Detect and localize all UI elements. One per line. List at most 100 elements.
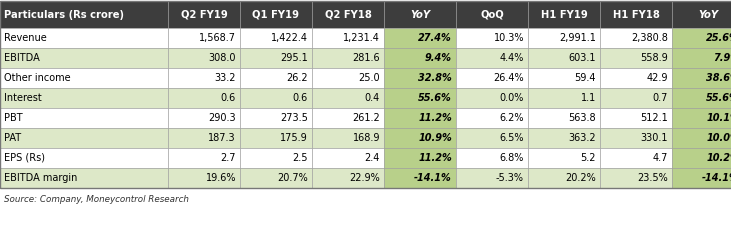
Text: 6.2%: 6.2% xyxy=(499,113,524,123)
Text: 363.2: 363.2 xyxy=(569,133,596,143)
Text: 10.9%: 10.9% xyxy=(418,133,452,143)
Text: 26.2: 26.2 xyxy=(287,73,308,83)
Text: Other income: Other income xyxy=(4,73,71,83)
Bar xyxy=(672,148,731,168)
Text: 0.6: 0.6 xyxy=(221,93,236,103)
Bar xyxy=(312,1,384,28)
Text: EBITDA margin: EBITDA margin xyxy=(4,173,77,183)
Bar xyxy=(456,108,528,128)
Text: H1 FY18: H1 FY18 xyxy=(613,10,659,20)
Bar xyxy=(600,68,672,88)
Text: 0.4: 0.4 xyxy=(365,93,380,103)
Text: 6.5%: 6.5% xyxy=(499,133,524,143)
Text: 55.6%: 55.6% xyxy=(706,93,731,103)
Text: 187.3: 187.3 xyxy=(208,133,236,143)
Text: 2.7: 2.7 xyxy=(221,153,236,163)
Text: 6.8%: 6.8% xyxy=(499,153,524,163)
Text: 38.6%: 38.6% xyxy=(706,73,731,83)
Text: 330.1: 330.1 xyxy=(640,133,668,143)
Bar xyxy=(456,1,528,28)
Bar xyxy=(456,28,528,48)
Bar xyxy=(168,88,240,108)
Bar xyxy=(168,28,240,48)
Text: 0.7: 0.7 xyxy=(653,93,668,103)
Text: 295.1: 295.1 xyxy=(280,53,308,63)
Text: 0.6: 0.6 xyxy=(292,93,308,103)
Text: 290.3: 290.3 xyxy=(208,113,236,123)
Text: PAT: PAT xyxy=(4,133,21,143)
Text: -5.3%: -5.3% xyxy=(496,173,524,183)
Bar xyxy=(384,28,456,48)
Bar xyxy=(0,148,168,168)
Text: 168.9: 168.9 xyxy=(352,133,380,143)
Text: 19.6%: 19.6% xyxy=(205,173,236,183)
Bar xyxy=(600,1,672,28)
Bar xyxy=(0,108,168,128)
Bar xyxy=(312,88,384,108)
Text: Particulars (Rs crore): Particulars (Rs crore) xyxy=(4,10,124,20)
Bar xyxy=(672,88,731,108)
Text: 11.2%: 11.2% xyxy=(418,153,452,163)
Bar xyxy=(672,108,731,128)
Bar xyxy=(456,128,528,148)
Bar xyxy=(240,68,312,88)
Text: 308.0: 308.0 xyxy=(208,53,236,63)
Bar xyxy=(672,168,731,188)
Bar xyxy=(0,1,731,188)
Text: PBT: PBT xyxy=(4,113,23,123)
Bar xyxy=(384,148,456,168)
Bar xyxy=(168,128,240,148)
Text: 59.4: 59.4 xyxy=(575,73,596,83)
Bar xyxy=(240,88,312,108)
Text: 26.4%: 26.4% xyxy=(493,73,524,83)
Text: QoQ: QoQ xyxy=(480,10,504,20)
Text: Source: Company, Moneycontrol Research: Source: Company, Moneycontrol Research xyxy=(4,195,189,203)
Text: 42.9: 42.9 xyxy=(646,73,668,83)
Bar xyxy=(600,148,672,168)
Bar xyxy=(456,48,528,68)
Bar xyxy=(0,68,168,88)
Bar xyxy=(0,48,168,68)
Bar xyxy=(528,1,600,28)
Text: 20.2%: 20.2% xyxy=(565,173,596,183)
Text: 10.0%: 10.0% xyxy=(706,133,731,143)
Bar xyxy=(384,108,456,128)
Bar xyxy=(168,1,240,28)
Bar xyxy=(672,28,731,48)
Text: 25.6%: 25.6% xyxy=(706,33,731,43)
Bar xyxy=(312,28,384,48)
Bar xyxy=(528,148,600,168)
Text: 281.6: 281.6 xyxy=(352,53,380,63)
Bar xyxy=(384,48,456,68)
Text: YoY: YoY xyxy=(698,10,718,20)
Bar xyxy=(240,128,312,148)
Bar xyxy=(528,88,600,108)
Bar xyxy=(600,28,672,48)
Text: 10.2%: 10.2% xyxy=(706,153,731,163)
Bar xyxy=(240,28,312,48)
Bar xyxy=(240,48,312,68)
Bar xyxy=(240,168,312,188)
Text: 11.2%: 11.2% xyxy=(418,113,452,123)
Bar xyxy=(528,48,600,68)
Text: Revenue: Revenue xyxy=(4,33,47,43)
Text: 2,380.8: 2,380.8 xyxy=(631,33,668,43)
Bar xyxy=(528,28,600,48)
Bar xyxy=(312,128,384,148)
Bar xyxy=(0,28,168,48)
Text: 1,231.4: 1,231.4 xyxy=(343,33,380,43)
Text: Q1 FY19: Q1 FY19 xyxy=(252,10,300,20)
Text: 7.9%: 7.9% xyxy=(713,53,731,63)
Bar xyxy=(528,68,600,88)
Bar xyxy=(600,48,672,68)
Text: Interest: Interest xyxy=(4,93,42,103)
Bar xyxy=(600,108,672,128)
Text: 175.9: 175.9 xyxy=(280,133,308,143)
Bar xyxy=(168,168,240,188)
Bar xyxy=(528,108,600,128)
Bar xyxy=(312,48,384,68)
Text: 2.5: 2.5 xyxy=(292,153,308,163)
Text: 512.1: 512.1 xyxy=(640,113,668,123)
Bar xyxy=(456,68,528,88)
Text: 22.9%: 22.9% xyxy=(349,173,380,183)
